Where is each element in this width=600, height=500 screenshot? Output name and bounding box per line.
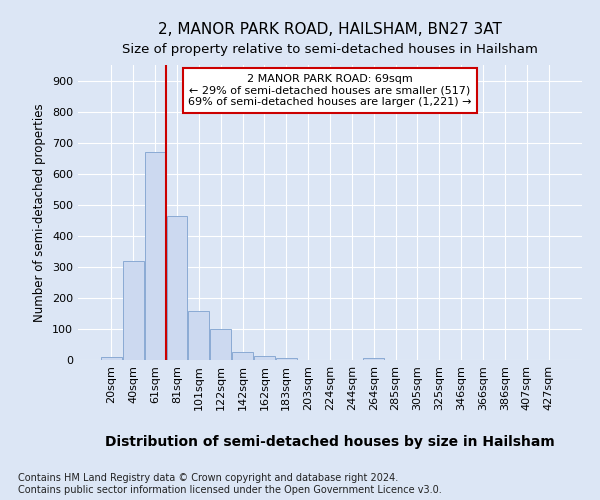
Bar — [210, 329, 231, 360]
Text: Contains HM Land Registry data © Crown copyright and database right 2024.
Contai: Contains HM Land Registry data © Crown c… — [18, 474, 442, 495]
Bar — [101, 357, 122, 360]
Bar — [254, 356, 275, 360]
Text: 2 MANOR PARK ROAD: 69sqm
← 29% of semi-detached houses are smaller (517)
69% of : 2 MANOR PARK ROAD: 69sqm ← 29% of semi-d… — [188, 74, 472, 107]
Text: Distribution of semi-detached houses by size in Hailsham: Distribution of semi-detached houses by … — [105, 435, 555, 449]
Bar — [232, 352, 253, 360]
Text: Size of property relative to semi-detached houses in Hailsham: Size of property relative to semi-detach… — [122, 42, 538, 56]
Bar — [123, 260, 143, 360]
Text: 2, MANOR PARK ROAD, HAILSHAM, BN27 3AT: 2, MANOR PARK ROAD, HAILSHAM, BN27 3AT — [158, 22, 502, 38]
Bar — [276, 358, 296, 360]
Bar — [167, 216, 187, 360]
Bar — [145, 152, 166, 360]
Y-axis label: Number of semi-detached properties: Number of semi-detached properties — [34, 103, 46, 322]
Bar — [364, 358, 384, 360]
Bar — [188, 311, 209, 360]
